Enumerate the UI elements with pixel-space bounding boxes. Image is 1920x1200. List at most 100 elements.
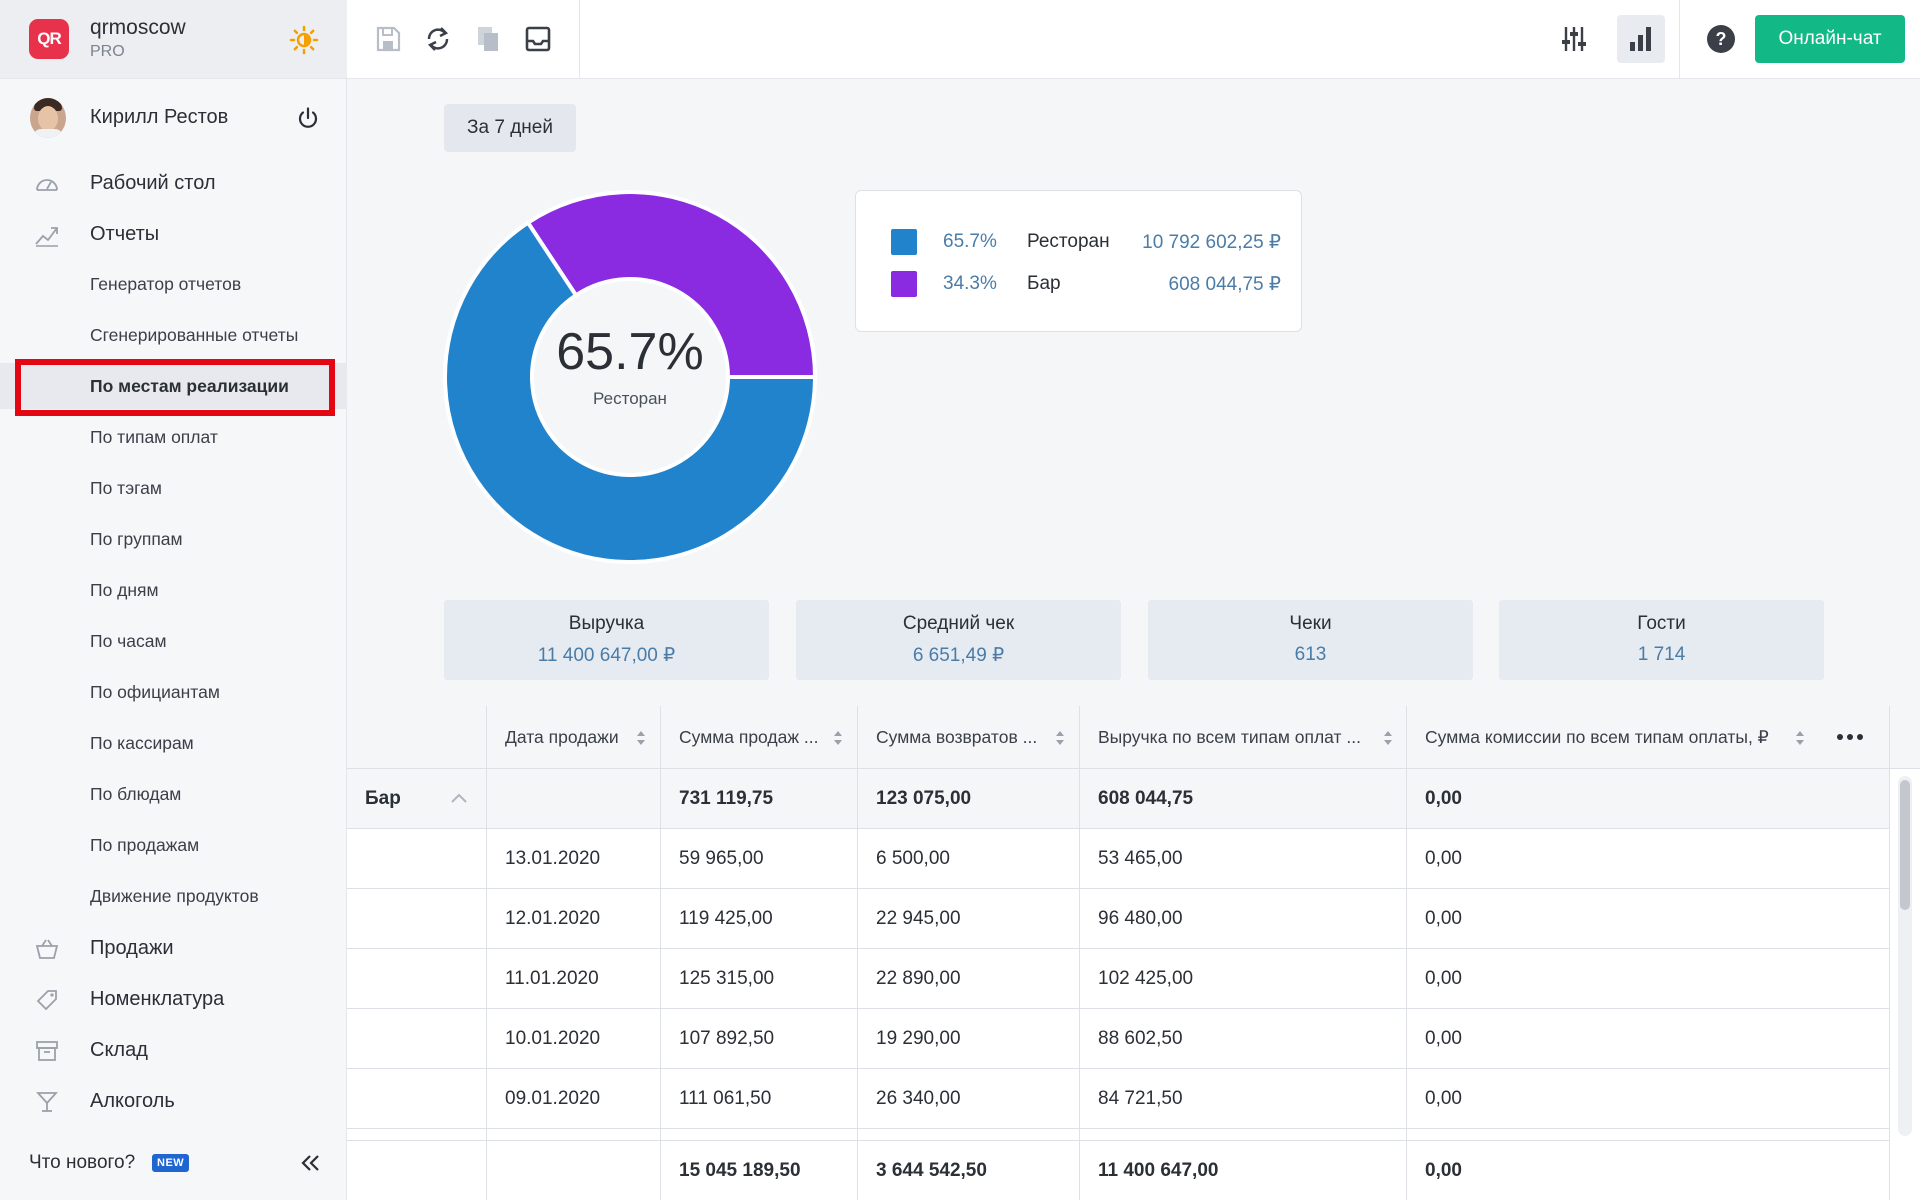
sort-icon[interactable]: [636, 730, 646, 746]
column-divider: [486, 706, 487, 1200]
nav-item-label: Алкоголь: [90, 1089, 175, 1112]
sort-icon[interactable]: [1795, 730, 1805, 746]
total-sales-sum: 15 045 189,50: [679, 1160, 801, 1181]
avatar[interactable]: [30, 98, 66, 138]
logo[interactable]: QR: [29, 19, 69, 59]
subnav-by-sales[interactable]: По продажам: [0, 822, 347, 868]
nav-item-label: Рабочий стол: [90, 171, 216, 194]
chart-legend: 65.7% Ресторан 10 792 602,25 ₽ 34.3% Бар…: [855, 190, 1302, 332]
legend-swatch: [891, 229, 917, 255]
pie-slice-restaurant[interactable]: [443, 219, 818, 564]
cell-commission: 0,00: [1425, 908, 1462, 929]
brand-header: QR qrmoscow PRO: [0, 0, 347, 79]
subnav-by-dishes[interactable]: По блюдам: [0, 771, 347, 817]
subnav-label: По продажам: [90, 834, 200, 855]
cell-sales-sum: 119 425,00: [679, 908, 773, 929]
subnav-generated-reports[interactable]: Сгенерированные отчеты: [0, 312, 347, 358]
sort-icon[interactable]: [833, 730, 843, 746]
power-icon[interactable]: [296, 106, 320, 130]
table-row[interactable]: 12.01.2020 119 425,00 22 945,00 96 480,0…: [347, 889, 1889, 949]
subnav-by-payment-types[interactable]: По типам оплат: [0, 414, 347, 460]
trend-chart-icon: [35, 227, 58, 247]
nav-item-desktop[interactable]: Рабочий стол: [0, 158, 347, 208]
subnav-label: По блюдам: [90, 783, 182, 804]
total-revenue: 11 400 647,00: [1098, 1160, 1219, 1181]
nav-item-alcohol[interactable]: Алкоголь: [0, 1076, 347, 1126]
cell-revenue: 84 721,50: [1098, 1088, 1183, 1109]
cell-returns-sum: 22 890,00: [876, 968, 961, 989]
column-header-returns-sum[interactable]: Сумма возвратов ...: [876, 727, 1038, 747]
settings-sliders-icon[interactable]: [1558, 23, 1590, 55]
kpi-title: Гости: [1637, 613, 1686, 634]
cell-revenue: 96 480,00: [1098, 908, 1183, 929]
table-row[interactable]: 11.01.2020 125 315,00 22 890,00 102 425,…: [347, 949, 1889, 1009]
column-divider: [1889, 706, 1890, 1200]
subnav-by-cashiers[interactable]: По кассирам: [0, 720, 347, 766]
whats-new-link[interactable]: Что нового?: [29, 1152, 136, 1173]
user-name[interactable]: Кирилл Рестов: [90, 106, 229, 128]
column-divider: [660, 706, 661, 1200]
nav-item-label: Продажи: [90, 936, 174, 959]
cell-date: 11.01.2020: [505, 968, 599, 989]
brand-plan: PRO: [90, 43, 125, 60]
user-panel: Кирилл Рестов: [0, 88, 347, 148]
theme-toggle-icon[interactable]: [289, 25, 319, 55]
subnav-report-generator[interactable]: Генератор отчетов: [0, 261, 347, 307]
group-revenue: 608 044,75: [1098, 788, 1194, 809]
sort-icon[interactable]: [1055, 730, 1065, 746]
chevron-up-icon[interactable]: [450, 791, 468, 805]
subnav-by-hours[interactable]: По часам: [0, 618, 347, 664]
table-row[interactable]: 09.01.2020 111 061,50 26 340,00 84 721,5…: [347, 1069, 1889, 1129]
cell-revenue: 102 425,00: [1098, 968, 1194, 989]
column-header-revenue[interactable]: Выручка по всем типам оплат ...: [1098, 727, 1361, 747]
legend-item[interactable]: 34.3% Бар 608 044,75 ₽: [891, 268, 1281, 298]
legend-amount: 608 044,75 ₽: [1168, 274, 1281, 295]
nav-item-reports[interactable]: Отчеты: [0, 209, 347, 259]
column-header-commission[interactable]: Сумма комиссии по всем типам оплаты, ₽: [1425, 727, 1769, 747]
cell-commission: 0,00: [1425, 848, 1462, 869]
subnav-label: По официантам: [90, 681, 220, 702]
toolbar-divider: [1679, 0, 1680, 79]
column-header-date[interactable]: Дата продажи: [505, 727, 619, 747]
copy-icon[interactable]: [472, 23, 504, 55]
save-icon[interactable]: [372, 23, 404, 55]
period-filter-button[interactable]: За 7 дней: [444, 104, 576, 152]
nav-item-sales[interactable]: Продажи: [0, 923, 347, 973]
kpi-value: 11 400 647,00 ₽: [537, 645, 676, 666]
cell-returns-sum: 26 340,00: [876, 1088, 961, 1109]
subnav-by-days[interactable]: По дням: [0, 567, 347, 613]
help-icon[interactable]: ?: [1705, 23, 1737, 55]
subnav-by-sales-points[interactable]: По местам реализации: [0, 363, 347, 409]
nav-item-label: Номенклатура: [90, 987, 225, 1010]
column-header-sales-sum[interactable]: Сумма продаж ...: [679, 727, 819, 747]
table-row[interactable]: 10.01.2020 107 892,50 19 290,00 88 602,5…: [347, 1009, 1889, 1069]
collapse-sidebar-icon[interactable]: [298, 1151, 322, 1175]
column-divider: [1406, 706, 1407, 1200]
scrollbar-thumb[interactable]: [1900, 780, 1910, 910]
refresh-icon[interactable]: [422, 23, 454, 55]
legend-swatch: [891, 271, 917, 297]
cell-sales-sum: 107 892,50: [679, 1028, 775, 1049]
group-sales-sum: 731 119,75: [679, 788, 774, 809]
group-row[interactable]: Бар 731 119,75 123 075,00 608 044,75 0,0…: [347, 769, 1889, 829]
more-options-icon[interactable]: [1835, 728, 1865, 746]
kpi-revenue: Выручка 11 400 647,00 ₽: [444, 600, 769, 680]
nav-item-nomenclature[interactable]: Номенклатура: [0, 974, 347, 1024]
sort-icon[interactable]: [1383, 730, 1393, 746]
subnav-by-groups[interactable]: По группам: [0, 516, 347, 562]
online-chat-button[interactable]: Онлайн-чат: [1755, 15, 1905, 63]
subnav-label: Сгенерированные отчеты: [90, 324, 299, 345]
subnav-by-tags[interactable]: По тэгам: [0, 465, 347, 511]
subnav-label: По типам оплат: [90, 426, 218, 447]
subnav-by-waiters[interactable]: По официантам: [0, 669, 347, 715]
subnav-product-movement[interactable]: Движение продуктов: [0, 873, 347, 919]
cell-sales-sum: 111 061,50: [679, 1088, 772, 1109]
inbox-icon[interactable]: [522, 23, 554, 55]
nav-item-warehouse[interactable]: Склад: [0, 1025, 347, 1075]
cell-date: 12.01.2020: [505, 908, 601, 929]
table-row[interactable]: 13.01.2020 59 965,00 6 500,00 53 465,00 …: [347, 829, 1889, 889]
bar-chart-icon[interactable]: [1625, 23, 1657, 55]
legend-item[interactable]: 65.7% Ресторан 10 792 602,25 ₽: [891, 226, 1281, 256]
pie-slice-bar[interactable]: [525, 190, 818, 379]
group-commission: 0,00: [1425, 788, 1462, 809]
